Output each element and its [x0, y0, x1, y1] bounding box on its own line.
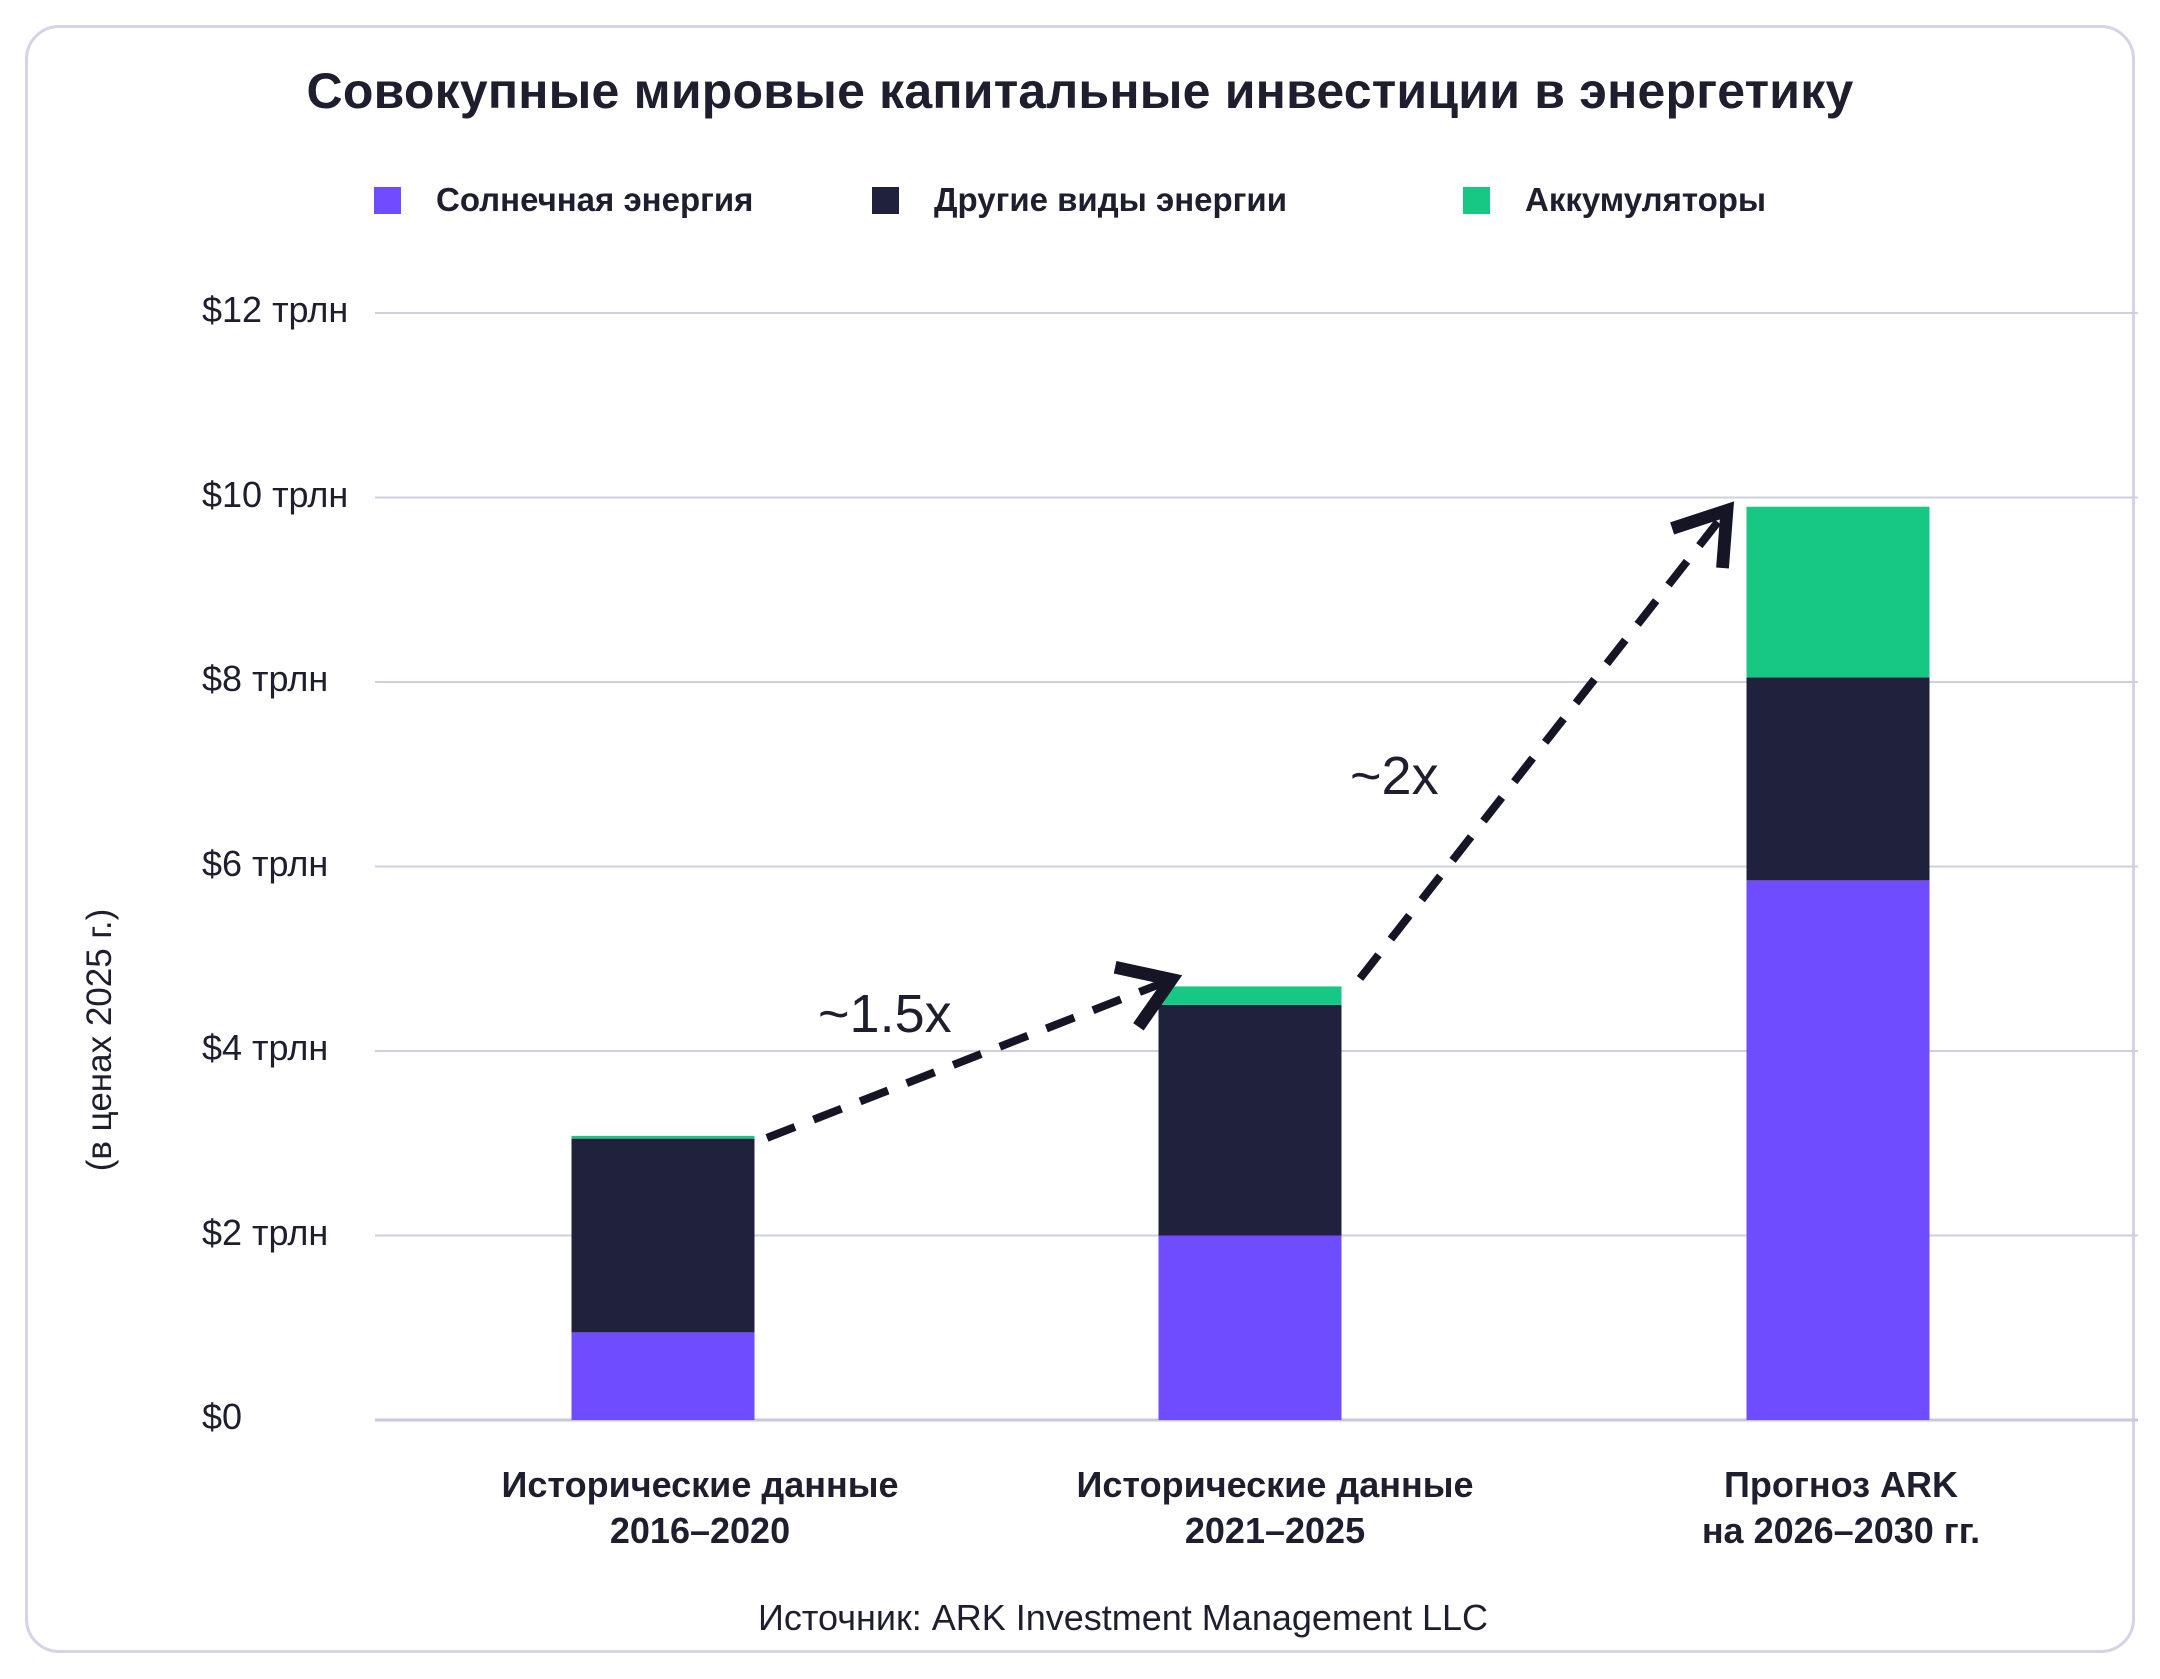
x-category-label-0: Исторические данные 2016–2020: [501, 1464, 899, 1551]
y-tick-label: $12 трлн: [202, 289, 349, 330]
bar-batteries-1: [1158, 986, 1342, 1005]
source-note: Источник: ARK Investment Management LLC: [758, 1597, 1488, 1638]
y-tick-label: $8 трлн: [202, 658, 329, 699]
y-tick-label: $2 трлн: [202, 1211, 329, 1253]
legend-label-other: Другие виды энергии: [934, 181, 1287, 218]
bar-batteries-2: [1746, 506, 1930, 678]
x-category-label-2: Прогноз ARK на 2026–2030 гг.: [1701, 1464, 1981, 1551]
y-tick-label: $10 трлн: [202, 473, 349, 515]
chart-title: Совокупные мировые капитальные инвестици…: [306, 63, 1854, 119]
legend-swatch-batteries: [1463, 186, 1490, 214]
annotation-growth-1: ~1.5x: [818, 984, 952, 1044]
bar-solar-2: [1746, 880, 1930, 1420]
legend-swatch-other: [872, 186, 899, 214]
bar-batteries-0: [571, 1135, 755, 1139]
legend-item-solar: Солнечная энергия: [374, 178, 753, 222]
legend-label-batteries: Аккумуляторы: [1525, 181, 1767, 218]
bar-solar-1: [1158, 1235, 1342, 1420]
y-tick-label: $0: [202, 1396, 243, 1437]
y-tick-label: $6 трлн: [202, 842, 329, 884]
annotation-growth-2: ~2x: [1350, 746, 1439, 806]
bar-other-2: [1746, 677, 1930, 881]
legend-swatch-solar: [374, 186, 401, 214]
bar-other-1: [1158, 1004, 1342, 1236]
legend-item-batteries: Аккумуляторы: [1463, 178, 1766, 222]
legend-item-other: Другие виды энергии: [872, 178, 1287, 222]
legend-label-solar: Солнечная энергия: [436, 181, 754, 218]
growth-arrow-0: [765, 960, 1183, 1142]
bar-solar-0: [571, 1332, 755, 1420]
x-category-label-1: Исторические данные 2021–2025: [1076, 1464, 1474, 1551]
bar-other-0: [571, 1138, 755, 1333]
y-tick-label: $4 трлн: [202, 1027, 329, 1068]
